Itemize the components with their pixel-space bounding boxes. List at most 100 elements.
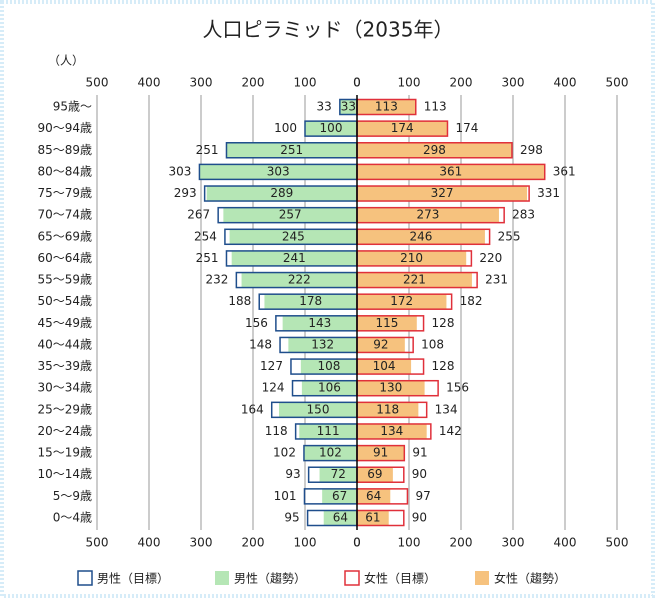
trend-label: 178 — [299, 294, 322, 308]
category-label: 30～34歳 — [37, 381, 92, 395]
target-label: 255 — [498, 229, 521, 243]
trend-bar — [357, 337, 405, 353]
target-label: 182 — [460, 294, 483, 308]
trend-label: 102 — [319, 446, 342, 460]
trend-label: 221 — [403, 273, 426, 287]
target-label: 298 — [520, 143, 543, 157]
trend-bar — [231, 250, 357, 266]
trend-bar — [357, 272, 472, 288]
legend-label: 女性（目標） — [364, 571, 436, 586]
chart-title: 人口ピラミッド（2035年） — [203, 18, 454, 42]
category-label: 60～64歳 — [37, 251, 92, 265]
target-label: 254 — [194, 229, 217, 243]
x-tick-label: 0 — [353, 76, 361, 90]
x-tick-label: 500 — [606, 536, 629, 550]
trend-bar — [357, 142, 512, 158]
target-label: 113 — [424, 100, 447, 114]
legend-swatch — [344, 570, 360, 586]
target-label: 231 — [485, 273, 508, 287]
x-tick-label: 500 — [86, 536, 109, 550]
trend-bar — [357, 510, 389, 526]
trend-bar — [299, 423, 357, 439]
trend-bar — [357, 294, 447, 310]
category-label: 85～89歳 — [37, 143, 92, 157]
target-label: 118 — [265, 424, 288, 438]
x-tick-label: 400 — [554, 76, 577, 90]
target-label: 108 — [421, 337, 444, 351]
trend-bar — [322, 488, 357, 504]
legend-swatch — [475, 571, 489, 585]
trend-label: 111 — [317, 424, 340, 438]
category-label: 10～14歳 — [37, 467, 92, 481]
trend-label: 172 — [390, 294, 413, 308]
trend-bar — [319, 467, 357, 483]
trend-bar — [357, 250, 467, 266]
trend-label: 245 — [282, 229, 305, 243]
trend-label: 67 — [332, 489, 347, 503]
trend-bar — [357, 186, 528, 202]
category-label: 95歳～ — [53, 100, 92, 114]
trend-label: 69 — [367, 467, 382, 481]
x-tick-label: 0 — [353, 76, 361, 90]
trend-bar — [357, 315, 417, 331]
target-label: 156 — [446, 381, 469, 395]
target-label: 331 — [537, 186, 560, 200]
category-label: 90～94歳 — [37, 121, 92, 135]
target-label: 33 — [317, 100, 332, 114]
trend-bar — [264, 294, 357, 310]
target-label: 220 — [479, 251, 502, 265]
target-label: 251 — [196, 143, 219, 157]
trend-bar — [357, 229, 485, 245]
trend-label: 303 — [267, 164, 290, 178]
trend-bar — [323, 510, 357, 526]
category-label: 35～39歳 — [37, 359, 92, 373]
trend-bar — [300, 359, 357, 375]
trend-bar — [279, 402, 357, 418]
x-tick-label: 400 — [138, 536, 161, 550]
trend-bar — [223, 207, 357, 223]
x-tick-label: 400 — [138, 76, 161, 90]
x-tick-label: 100 — [398, 536, 421, 550]
trend-bar — [357, 99, 416, 115]
x-tick-label: 300 — [190, 536, 213, 550]
category-label: 65～69歳 — [37, 229, 92, 243]
trend-label: 150 — [307, 402, 330, 416]
x-tick-label: 0 — [353, 536, 361, 550]
trend-label: 113 — [375, 100, 398, 114]
trend-label: 92 — [373, 337, 388, 351]
target-label: 90 — [412, 511, 427, 525]
legend-label: 女性（趨勢） — [494, 571, 566, 586]
x-tick-label: 0 — [353, 536, 361, 550]
category-label: 45～49歳 — [37, 316, 92, 330]
target-label: 127 — [260, 359, 283, 373]
trend-bar — [357, 359, 412, 375]
trend-label: 134 — [380, 424, 403, 438]
trend-label: 298 — [423, 143, 446, 157]
category-label: 20～24歳 — [37, 424, 92, 438]
trend-label: 61 — [365, 511, 380, 525]
target-label: 91 — [412, 446, 427, 460]
category-label: 75～79歳 — [37, 186, 92, 200]
category-label: 70～74歳 — [37, 208, 92, 222]
target-label: 134 — [435, 402, 458, 416]
trend-bar — [305, 121, 357, 137]
target-label: 142 — [439, 424, 462, 438]
target-label: 251 — [196, 251, 219, 265]
target-label: 283 — [512, 208, 535, 222]
legend-label: 男性（趨勢） — [234, 571, 306, 586]
target-label: 90 — [412, 467, 427, 481]
legend-swatch — [77, 570, 93, 586]
target-label: 303 — [169, 164, 192, 178]
category-label: 0～4歳 — [53, 511, 92, 525]
target-label: 101 — [274, 489, 297, 503]
category-label: 50～54歳 — [37, 294, 92, 308]
trend-label: 104 — [373, 359, 396, 373]
trend-label: 108 — [317, 359, 340, 373]
trend-label: 33 — [341, 100, 356, 114]
trend-label: 130 — [379, 381, 402, 395]
target-label: 124 — [262, 381, 285, 395]
trend-label: 246 — [410, 229, 433, 243]
target-label: 164 — [241, 402, 264, 416]
target-label: 95 — [284, 511, 299, 525]
trend-bar — [357, 488, 391, 504]
